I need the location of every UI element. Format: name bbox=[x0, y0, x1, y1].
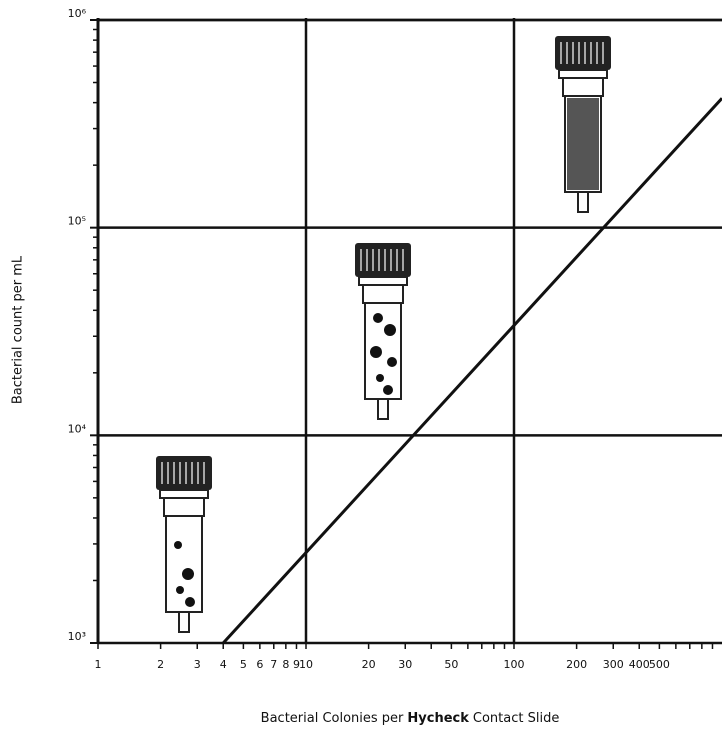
x-axis-label-part: Hycheck bbox=[407, 711, 469, 726]
y-axis-label: Bacterial count per mL bbox=[11, 255, 26, 404]
x-tick-label: 30 bbox=[398, 658, 412, 671]
x-tick-label: 8 bbox=[282, 658, 289, 671]
x-tick-label: 4 bbox=[220, 658, 227, 671]
x-tick-label: 100 bbox=[504, 658, 525, 671]
x-tick-label: 5 bbox=[240, 658, 247, 671]
x-tick-label: 200 bbox=[566, 658, 587, 671]
x-tick-label: 9 bbox=[293, 658, 300, 671]
y-tick-label: 10⁶ bbox=[68, 7, 87, 20]
x-tick-label: 2 bbox=[157, 658, 164, 671]
x-tick-label: 400 bbox=[629, 658, 650, 671]
y-tick-label: 10⁵ bbox=[68, 215, 86, 228]
x-tick-label: 6 bbox=[256, 658, 263, 671]
x-axis-label-part: Bacterial Colonies per bbox=[261, 711, 404, 726]
x-tick-label: 300 bbox=[603, 658, 624, 671]
x-axis-label: Bacterial Colonies per Hycheck Contact Sli… bbox=[261, 711, 560, 726]
x-tick-label: 10 bbox=[299, 658, 313, 671]
x-tick-label: 20 bbox=[362, 658, 376, 671]
x-axis-label-part: Contact Slide bbox=[473, 711, 559, 726]
x-tick-label: 500 bbox=[649, 658, 670, 671]
slide-illustration bbox=[554, 35, 612, 213]
x-tick-label: 1 bbox=[95, 658, 102, 671]
slide-illustration bbox=[155, 455, 213, 633]
slide-illustration bbox=[354, 242, 412, 420]
x-tick-label: 50 bbox=[444, 658, 458, 671]
trend-line bbox=[222, 97, 722, 645]
x-tick-label: 7 bbox=[270, 658, 277, 671]
x-tick-label: 3 bbox=[194, 658, 201, 671]
y-tick-label: 10⁴ bbox=[68, 422, 87, 435]
y-tick-label: 10³ bbox=[68, 630, 86, 643]
